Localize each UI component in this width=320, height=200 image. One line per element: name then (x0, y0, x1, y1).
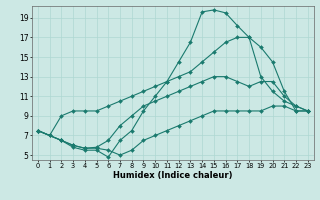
X-axis label: Humidex (Indice chaleur): Humidex (Indice chaleur) (113, 171, 233, 180)
